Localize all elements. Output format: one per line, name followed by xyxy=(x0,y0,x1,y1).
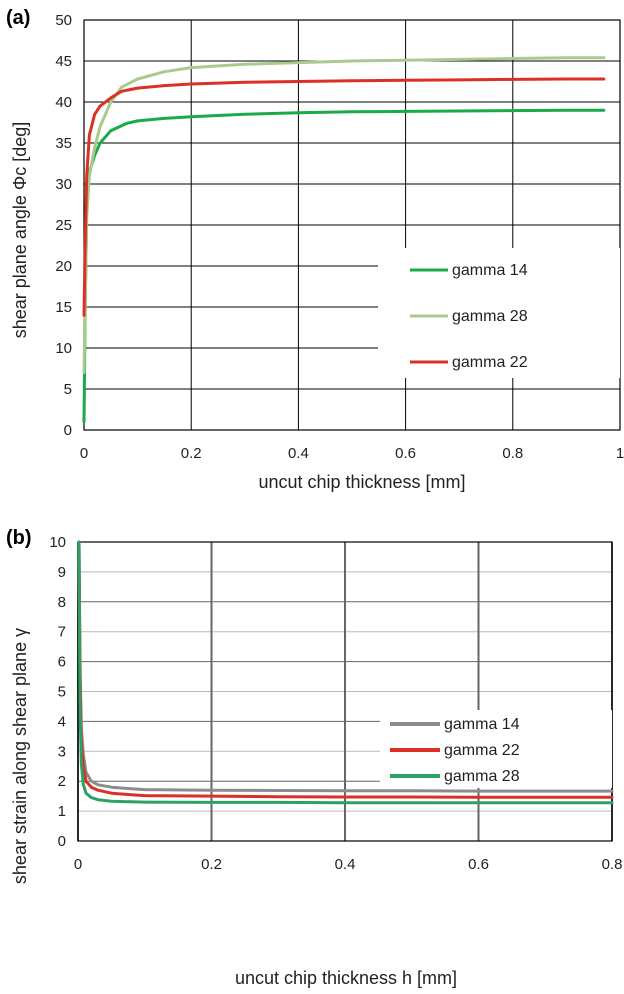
x-tick-label: 0.8 xyxy=(502,445,523,462)
legend-label: gamma 14 xyxy=(452,262,528,279)
y-tick-label: 10 xyxy=(55,340,72,357)
y-tick-label: 9 xyxy=(58,564,66,581)
y-tick-label: 30 xyxy=(55,176,72,193)
chart-b-x-axis-title: uncut chip thickness h [mm] xyxy=(235,968,457,988)
x-tick-label: 0.6 xyxy=(395,445,416,462)
y-tick-label: 4 xyxy=(58,713,66,730)
x-tick-label: 0.2 xyxy=(181,445,202,462)
y-tick-label: 6 xyxy=(58,654,66,671)
series-line-gamma-28 xyxy=(77,540,614,805)
x-tick-label: 0.8 xyxy=(602,856,623,873)
chart-b-y-ticks: 0 1 2 3 4 5 6 7 8 9 10 xyxy=(49,534,66,850)
series-line-gamma-28 xyxy=(82,56,606,375)
legend-label: gamma 14 xyxy=(444,716,520,733)
y-tick-label: 0 xyxy=(58,833,66,850)
y-tick-label: 1 xyxy=(58,803,66,820)
legend-label: gamma 22 xyxy=(452,354,528,371)
chart-a-grid xyxy=(83,19,621,431)
series-line-gamma-22 xyxy=(82,77,606,317)
y-tick-label: 10 xyxy=(49,534,66,551)
panel-label-a: (a) xyxy=(6,7,30,29)
chart-b-grid xyxy=(77,541,613,842)
chart-a-y-axis-title: shear plane angle Φc [deg] xyxy=(10,122,30,339)
y-tick-label: 5 xyxy=(64,381,72,398)
x-tick-label: 0.4 xyxy=(288,445,309,462)
chart-a-legend-items: gamma 14 gamma 28 gamma 22 xyxy=(410,262,528,371)
y-tick-label: 40 xyxy=(55,94,72,111)
x-tick-label: 0.6 xyxy=(468,856,489,873)
y-tick-label: 7 xyxy=(58,624,66,641)
chart-a-x-ticks: 0 0.2 0.4 0.6 0.8 1 xyxy=(80,445,624,462)
y-tick-label: 5 xyxy=(58,684,66,701)
y-tick-label: 2 xyxy=(58,773,66,790)
y-tick-label: 50 xyxy=(55,12,72,29)
x-tick-label: 1 xyxy=(616,445,624,462)
legend-label: gamma 28 xyxy=(444,768,520,785)
chart-b-x-ticks: 0 0.2 0.4 0.6 0.8 xyxy=(74,856,623,873)
chart-a-y-ticks: 0 5 10 15 20 25 30 35 40 45 50 xyxy=(55,12,72,439)
panel-label-b: (b) xyxy=(6,527,32,549)
y-tick-label: 3 xyxy=(58,743,66,760)
chart-a-x-axis-title: uncut chip thickness [mm] xyxy=(258,472,465,492)
chart-b-series xyxy=(77,540,614,805)
plot-frame xyxy=(83,19,621,431)
chart-a-series xyxy=(82,56,606,424)
plot-frame xyxy=(77,541,613,842)
y-tick-label: 35 xyxy=(55,135,72,152)
y-tick-label: 20 xyxy=(55,258,72,275)
x-tick-label: 0.2 xyxy=(201,856,222,873)
y-tick-label: 25 xyxy=(55,217,72,234)
legend-label: gamma 28 xyxy=(452,308,528,325)
legend-label: gamma 22 xyxy=(444,742,520,759)
chart-b-legend-items: gamma 14 gamma 22 gamma 28 xyxy=(390,716,520,785)
x-tick-label: 0 xyxy=(80,445,88,462)
chart-b-y-axis-title: shear strain along shear plane γ xyxy=(10,628,30,884)
x-tick-label: 0.4 xyxy=(335,856,356,873)
y-tick-label: 8 xyxy=(58,594,66,611)
y-tick-label: 15 xyxy=(55,299,72,316)
x-tick-label: 0 xyxy=(74,856,82,873)
y-tick-label: 0 xyxy=(64,422,72,439)
y-tick-label: 45 xyxy=(55,53,72,70)
